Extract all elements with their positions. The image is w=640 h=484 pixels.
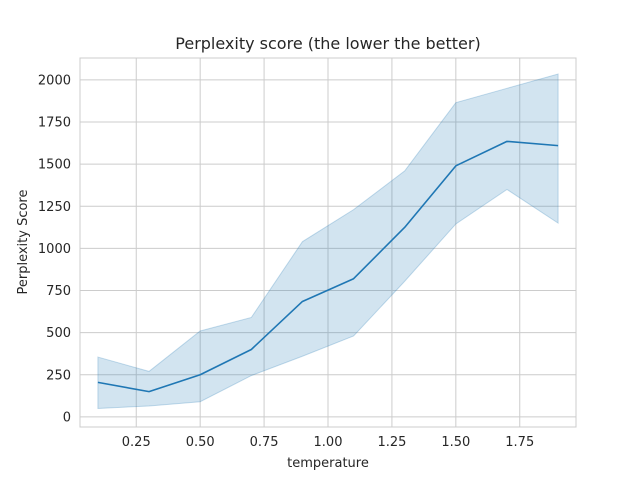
x-tick-label: 1.75 [505,435,534,450]
confidence-band [97,73,559,409]
x-tick-label: 0.75 [250,435,279,450]
x-tick-label: 1.50 [441,435,470,450]
y-tick-label: 250 [46,368,71,383]
x-axis-label: temperature [287,456,369,471]
x-tick-label: 0.25 [122,435,151,450]
plot-frame [79,57,577,428]
y-tick-label: 2000 [38,73,71,88]
y-tick-label: 0 [63,410,71,425]
x-tick-label: 0.50 [186,435,215,450]
y-tick-label: 750 [46,284,71,299]
y-tick-label: 500 [46,326,71,341]
x-tick-label: 1.25 [377,435,406,450]
y-tick-labels: 0 250 500 750 1000 1250 1500 1750 2000 [38,73,71,425]
y-tick-label: 1500 [38,158,71,173]
series-line [97,140,559,393]
chart-title: Perplexity score (the lower the better) [175,34,480,53]
x-tick-label: 1.00 [314,435,343,450]
y-tick-label: 1000 [38,242,71,257]
y-axis-label: Perplexity Score [16,190,31,295]
y-tick-label: 1250 [38,200,71,215]
y-tick-label: 1750 [38,116,71,131]
x-tick-labels: 0.25 0.50 0.75 1.00 1.25 1.50 1.75 [122,435,534,450]
